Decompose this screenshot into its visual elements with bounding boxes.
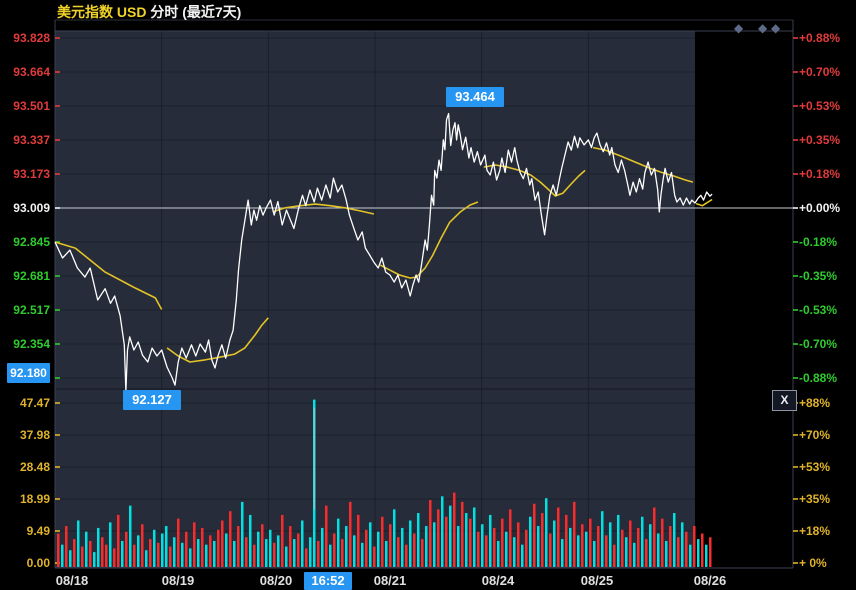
axis-label: -0.35% xyxy=(799,269,838,283)
axis-label: +88% xyxy=(799,396,831,410)
axis-label: -0.18% xyxy=(799,235,838,249)
low-price-badge: 92.127 xyxy=(123,390,181,410)
chart-title: 美元指数 USD 分时 (最近7天) xyxy=(57,2,241,22)
date-axis-label: 08/19 xyxy=(161,573,195,588)
axis-low-badge: 92.180 xyxy=(7,363,50,383)
axis-label: 93.173 xyxy=(13,167,50,181)
axis-label: 37.98 xyxy=(19,428,50,442)
axis-label: 93.009 xyxy=(13,201,50,215)
axis-label: +0.00% xyxy=(799,201,841,215)
axis-label: -0.53% xyxy=(799,303,838,317)
axis-label: -0.70% xyxy=(799,337,838,351)
axis-label: 92.845 xyxy=(13,235,50,249)
axis-label: +0.18% xyxy=(799,167,841,181)
date-axis-label: 08/21 xyxy=(373,573,407,588)
date-axis-label: 08/20 xyxy=(259,573,293,588)
chart-title-symbol: 美元指数 USD xyxy=(57,4,147,20)
date-axis-label: 08/24 xyxy=(481,573,515,588)
axis-label: 28.48 xyxy=(19,460,50,474)
axis-label: 47.47 xyxy=(19,396,50,410)
high-price-badge: 93.464 xyxy=(446,87,504,107)
diamond-icon: ◆ xyxy=(734,21,744,35)
axis-label: +0.53% xyxy=(799,99,841,113)
diamond-icon: ◆ xyxy=(771,21,781,35)
axis-label: 92.517 xyxy=(13,303,50,317)
axis-label: 92.354 xyxy=(13,337,50,351)
axis-label: 9.49 xyxy=(26,524,50,538)
axis-label: +0.70% xyxy=(799,65,841,79)
date-axis-label: 08/25 xyxy=(580,573,614,588)
time-badge: 16:52 xyxy=(304,572,352,590)
axis-label: +53% xyxy=(799,460,831,474)
axis-label: 93.501 xyxy=(13,99,50,113)
axis-label: -0.88% xyxy=(799,371,838,385)
axis-label: +18% xyxy=(799,524,831,538)
axis-label: 18.99 xyxy=(19,492,50,506)
axis-label: 92.681 xyxy=(13,269,50,283)
date-axis-label: 08/26 xyxy=(693,573,727,588)
axis-label: + 0% xyxy=(799,556,827,570)
diamond-icon: ◆ xyxy=(758,21,768,35)
axis-label: +0.88% xyxy=(799,31,841,45)
axis-label: +0.35% xyxy=(799,133,841,147)
close-panel-button[interactable]: X xyxy=(772,390,797,411)
axis-label: 93.337 xyxy=(13,133,50,147)
axis-label: 93.828 xyxy=(13,31,50,45)
date-axis-label: 08/18 xyxy=(55,573,89,588)
chart-title-period: 分时 (最近7天) xyxy=(146,4,242,20)
axis-label: 93.664 xyxy=(13,65,50,79)
axis-label: 0.00 xyxy=(26,556,50,570)
axis-label: +35% xyxy=(799,492,831,506)
axis-label: +70% xyxy=(799,428,831,442)
